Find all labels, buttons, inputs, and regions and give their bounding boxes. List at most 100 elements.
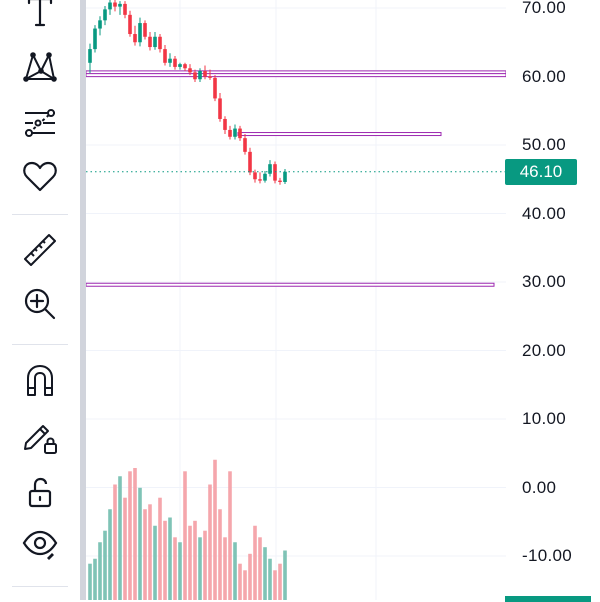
candle: [183, 62, 187, 72]
candle-body: [88, 49, 92, 63]
pencil-lock-icon: [21, 417, 59, 460]
volume-bars: [88, 459, 287, 600]
candle: [273, 161, 277, 184]
lock-drawing-tool-button[interactable]: [14, 412, 66, 464]
candle-body: [118, 3, 122, 7]
ruler-icon: [21, 231, 59, 274]
candle: [93, 25, 97, 53]
candle-body: [258, 179, 262, 181]
candle: [113, 0, 117, 12]
volume-bar: [183, 471, 187, 600]
xabcd-pattern-icon: [21, 47, 59, 90]
candle: [278, 177, 282, 185]
candle-body: [178, 64, 182, 67]
volume-bar: [168, 517, 172, 600]
horizontal-level-line[interactable]: [86, 282, 495, 287]
candle: [108, 0, 112, 15]
bottom-price-tag: [505, 596, 591, 602]
candle: [208, 69, 212, 80]
candle-body: [208, 76, 212, 78]
candle: [188, 64, 192, 76]
horizontal-level-line[interactable]: [86, 73, 506, 78]
candle: [98, 16, 102, 36]
magnet-tool-button[interactable]: [14, 356, 66, 408]
candle-body: [98, 20, 102, 29]
candle: [103, 5, 107, 26]
candle: [263, 171, 267, 183]
candle: [228, 125, 232, 140]
candle: [118, 1, 122, 15]
candle-body: [213, 77, 217, 99]
volume-bar: [213, 459, 217, 600]
candle: [268, 160, 272, 177]
prediction-tool-button[interactable]: [14, 98, 66, 150]
candle-body: [103, 9, 107, 21]
candle-body: [273, 164, 277, 181]
forecast-icon: [21, 103, 59, 146]
volume-bar: [93, 558, 97, 600]
candle: [218, 92, 222, 122]
candles: [88, 0, 287, 185]
candle: [253, 169, 257, 183]
lock-all-tool-button[interactable]: [14, 468, 66, 520]
price-tick-label: 10.00: [522, 409, 567, 428]
horizontal-level-line[interactable]: [237, 132, 442, 137]
text-icon: [21, 0, 59, 34]
zoom-in-icon: [21, 285, 59, 328]
candle-body: [283, 171, 287, 182]
candle-body: [163, 49, 167, 63]
hide-tool-button[interactable]: [14, 520, 66, 572]
volume-bar: [258, 537, 262, 600]
candle-body: [143, 23, 147, 37]
eye-icon: [21, 525, 59, 568]
candle-body: [223, 118, 227, 130]
toolbar-resize-handle[interactable]: [80, 0, 86, 600]
candle-body: [168, 58, 172, 63]
volume-bar: [173, 537, 177, 600]
candle-body: [188, 68, 192, 73]
candle-body: [138, 23, 142, 43]
candle-body: [243, 138, 247, 152]
level-line-body: [237, 132, 442, 137]
candle-body: [228, 129, 232, 137]
favorites-tool-button[interactable]: [14, 152, 66, 204]
volume-bar: [283, 550, 287, 600]
volume-bar: [238, 563, 242, 600]
volume-bar: [278, 563, 282, 600]
toolbar-separator: [12, 586, 68, 587]
volume-bar: [273, 570, 277, 600]
volume-bar: [103, 530, 107, 600]
candle-body: [133, 34, 137, 43]
heart-icon: [21, 157, 59, 200]
candle: [233, 124, 237, 140]
candle-body: [173, 58, 177, 67]
candle: [238, 125, 242, 141]
pattern-tool-button[interactable]: [14, 42, 66, 94]
candle-body: [193, 72, 197, 80]
price-tick-label: 30.00: [522, 272, 567, 291]
volume-bar: [263, 547, 267, 600]
candle: [143, 20, 147, 40]
candle-body: [233, 128, 237, 137]
last-price-label: 46.10: [505, 158, 577, 185]
price-tick-label: 0.00: [522, 477, 557, 497]
chart-pane[interactable]: [86, 0, 506, 600]
volume-bar: [208, 484, 212, 600]
zoom-tool-button[interactable]: [14, 280, 66, 332]
candle: [203, 65, 207, 80]
candle-body: [238, 128, 242, 139]
candle: [153, 31, 157, 50]
candle: [158, 34, 162, 53]
candle-body: [218, 98, 222, 119]
volume-bar: [123, 497, 127, 600]
candle: [248, 147, 252, 176]
candle: [193, 69, 197, 82]
volume-bar: [163, 520, 167, 600]
volume-bar: [203, 530, 207, 600]
volume-bar: [223, 537, 227, 600]
text-tool-button[interactable]: [14, 0, 66, 38]
horizontal-levels[interactable]: [86, 70, 506, 287]
price-axis[interactable]: 70.00 60.00 50.00 40.00 30.00 20.00 10.00 0.00 -…: [506, 0, 600, 600]
measure-tool-button[interactable]: [14, 226, 66, 278]
candle-body: [253, 172, 257, 180]
